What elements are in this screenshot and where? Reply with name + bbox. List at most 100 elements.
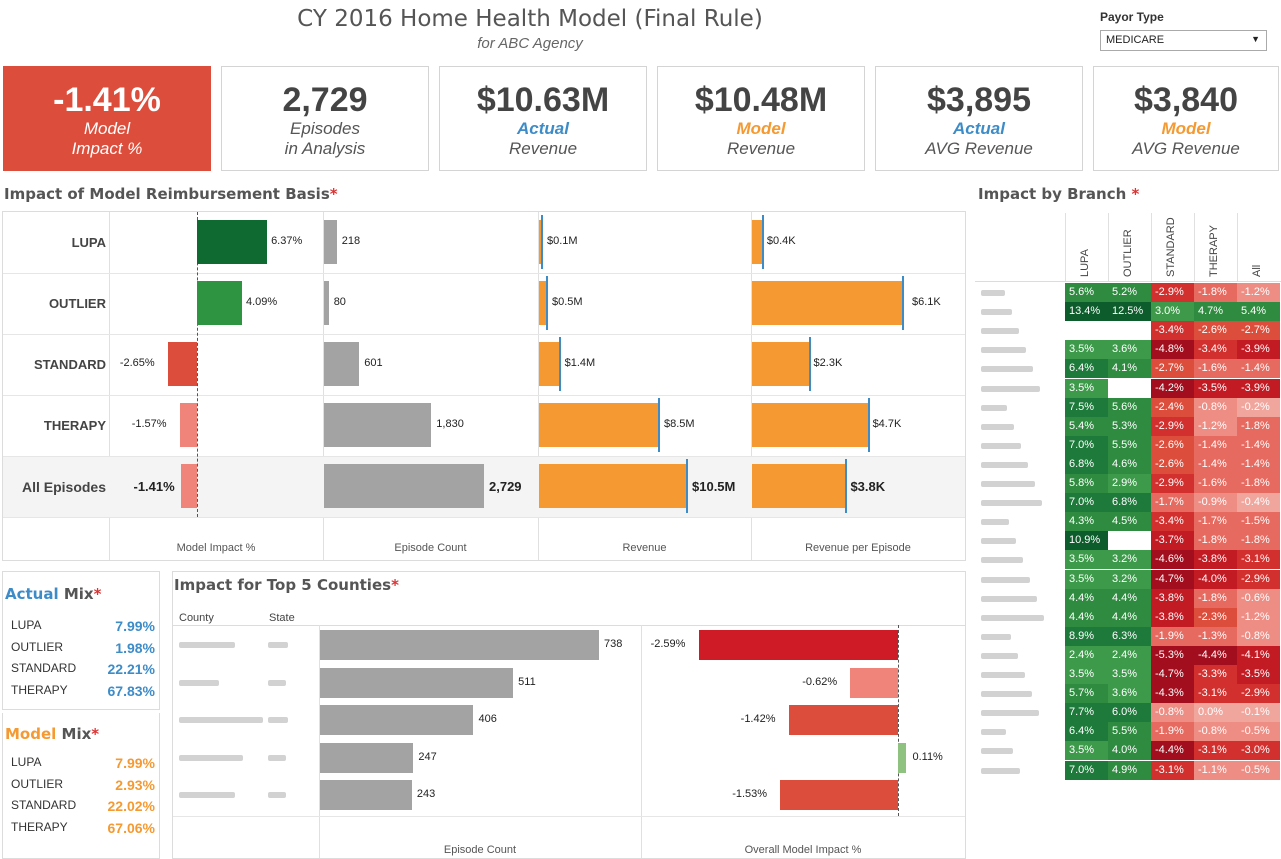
heatmap-cell: -1.5%	[1237, 512, 1280, 532]
actual-rpe-marker	[902, 276, 904, 330]
branch-name-redacted	[981, 366, 1033, 373]
state-redacted	[268, 642, 288, 648]
impact-bar	[181, 464, 197, 508]
state-redacted	[268, 717, 288, 723]
heatmap-cell: 4.6%	[1108, 454, 1151, 474]
heatmap-cell: 4.3%	[1065, 512, 1108, 532]
actual-revenue-marker	[541, 215, 543, 269]
heatmap-cell: 10.9%	[1065, 531, 1108, 551]
heatmap-cell: 4.0%	[1108, 741, 1151, 761]
count-bar	[324, 281, 329, 325]
heatmap-cell: -3.1%	[1151, 760, 1194, 780]
mix-row: STANDARD 22.21%	[11, 661, 159, 677]
branch-name-redacted	[981, 423, 1014, 430]
branch-name-redacted	[981, 347, 1026, 354]
heatmap-cell: 4.1%	[1108, 359, 1151, 379]
column-divider	[751, 212, 752, 560]
county-name-redacted	[179, 642, 235, 648]
branch-name-redacted	[981, 576, 1030, 583]
heatmap-cell: -1.4%	[1194, 435, 1237, 455]
column-header: All	[1251, 264, 1263, 277]
mix-row: OUTLIER 2.93%	[11, 776, 159, 793]
mix-row: THERAPY 67.83%	[11, 683, 159, 699]
count-bar	[324, 464, 484, 508]
heatmap-cell: -2.4%	[1151, 397, 1194, 417]
heatmap-cell: 3.5%	[1065, 550, 1108, 570]
county-impact-bar	[898, 742, 907, 773]
kpi-actual-revenue: $10.63M Actual Revenue	[439, 66, 647, 171]
heatmap-cell: 6.8%	[1065, 454, 1108, 474]
heatmap-cell: -1.2%	[1237, 607, 1280, 627]
revenue-label: $1.4M	[564, 357, 596, 369]
county-impact-bar	[850, 667, 898, 698]
county-name-redacted	[179, 754, 243, 761]
column-divider	[1237, 213, 1238, 281]
row-divider	[3, 273, 965, 274]
heatmap-cell: -1.8%	[1237, 531, 1280, 551]
count-label: 601	[364, 357, 383, 369]
kpi-model-avg-revenue: $3,840 Model AVG Revenue	[1093, 66, 1279, 171]
heatmap-cell: 4.4%	[1065, 607, 1108, 627]
heatmap-cell: -3.1%	[1194, 684, 1237, 704]
heatmap-cell: -4.2%	[1151, 378, 1194, 398]
actual-mix-title: Actual Mix*	[5, 585, 102, 603]
mix-row: LUPA 7.99%	[11, 755, 159, 771]
impact-label: -2.65%	[119, 357, 155, 369]
branch-name-redacted	[981, 500, 1042, 507]
axis-label: Revenue per Episode	[805, 542, 911, 554]
heatmap-cell: -2.3%	[1194, 607, 1237, 627]
kpi-value: $10.63M	[476, 81, 610, 119]
heatmap-cell: -1.4%	[1237, 454, 1280, 474]
row-label-all-episodes: All Episodes	[21, 479, 106, 495]
zero-line	[197, 212, 198, 517]
heatmap-cell: -1.8%	[1194, 283, 1237, 303]
heatmap-cell: -4.1%	[1237, 645, 1280, 665]
heatmap-cell: -2.9%	[1151, 416, 1194, 436]
impact-panel-title: Impact of Model Reimbursement Basis*	[4, 185, 338, 203]
heatmap-cell: 6.4%	[1065, 359, 1108, 379]
heatmap-cell: 3.5%	[1108, 665, 1151, 685]
axis-label: Episode Count	[443, 844, 517, 856]
mix-label: OUTLIER	[11, 776, 64, 791]
heatmap-cell: -1.2%	[1194, 416, 1237, 436]
kpi-line1: Episodes	[290, 119, 360, 138]
count-bar	[324, 342, 360, 386]
branch-name-redacted	[981, 309, 1012, 316]
payor-type-dropdown[interactable]: MEDICARE ▼	[1100, 30, 1267, 51]
heatmap-cell: -0.4%	[1237, 493, 1280, 513]
count-bar	[324, 220, 337, 264]
heatmap-cell: -1.4%	[1237, 435, 1280, 455]
column-divider	[1108, 213, 1109, 281]
row-label-lupa: LUPA	[71, 235, 106, 250]
state-redacted	[268, 792, 286, 798]
heatmap-cell: 5.6%	[1065, 283, 1108, 303]
impact-label: 4.09%	[245, 296, 278, 308]
impact-bar	[179, 403, 197, 447]
heatmap-cell: -3.4%	[1151, 512, 1194, 532]
actual-mix-panel: Actual Mix* LUPA 7.99% OUTLIER 1.98% STANDAR…	[2, 571, 160, 710]
heatmap-cell: 13.4%	[1065, 302, 1108, 322]
heatmap-cell: -0.8%	[1237, 626, 1280, 646]
heatmap-cell: -0.8%	[1151, 703, 1194, 723]
column-divider	[538, 212, 539, 560]
impact-bar	[197, 220, 268, 264]
heatmap-cell: 2.4%	[1065, 645, 1108, 665]
heatmap-cell: -1.8%	[1237, 474, 1280, 494]
impact-bar	[167, 342, 197, 386]
heatmap-cell: -2.6%	[1151, 454, 1194, 474]
county-count-label: 511	[518, 675, 536, 688]
mix-value: 2.93%	[115, 776, 155, 793]
counties-panel-title: Impact for Top 5 Counties*	[174, 576, 399, 594]
actual-revenue-marker	[686, 459, 688, 513]
county-name-redacted	[179, 717, 263, 723]
heatmap-cell: 3.5%	[1065, 665, 1108, 685]
heatmap-cell	[1065, 321, 1108, 341]
chevron-down-icon: ▼	[1251, 34, 1260, 44]
impact-chart: Model Impact % Episode Count Revenue Revenu…	[2, 211, 966, 561]
heatmap-cell: -1.1%	[1194, 760, 1237, 780]
branch-name-redacted	[981, 290, 1005, 296]
heatmap-cell: 5.8%	[1065, 474, 1108, 494]
heatmap-cell: -2.9%	[1237, 569, 1280, 589]
county-impact-bar	[780, 780, 898, 810]
column-divider	[323, 212, 324, 560]
